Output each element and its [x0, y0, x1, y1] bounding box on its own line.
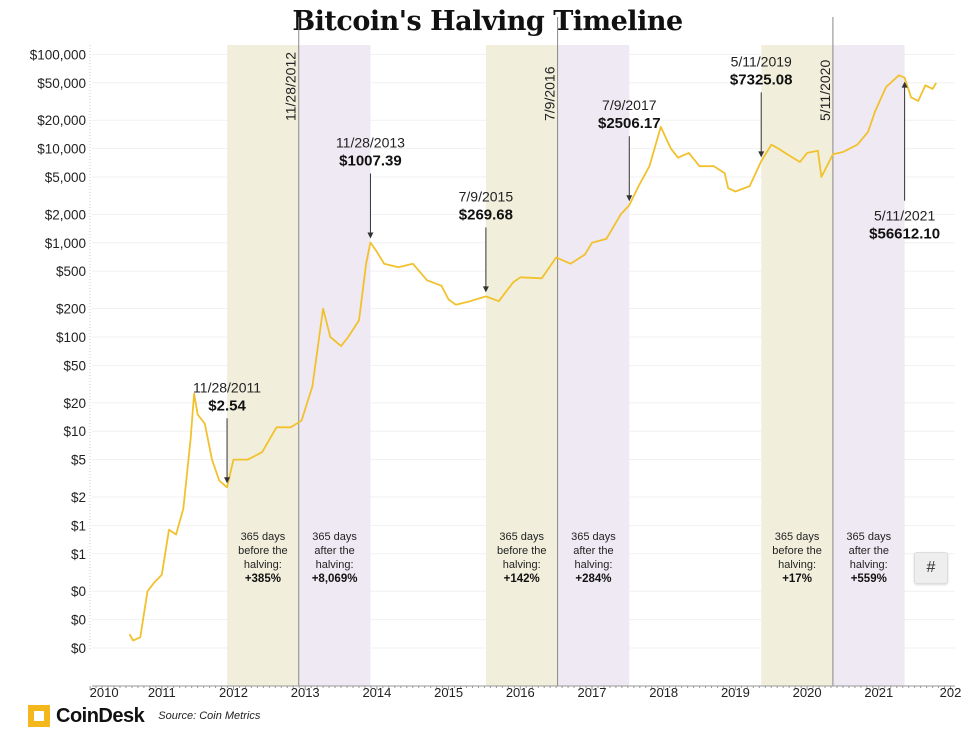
band-label: before the — [497, 545, 547, 557]
band-percent: +385% — [245, 573, 281, 585]
y-tick-label: $2,000 — [45, 207, 86, 222]
y-tick-label: $100 — [56, 330, 86, 345]
halving-band-after — [832, 45, 905, 686]
annotation-date: 11/28/2013 — [336, 134, 405, 150]
band-label: after the — [314, 545, 354, 557]
x-tick-label: 2018 — [649, 685, 678, 700]
halving-band-before — [485, 45, 558, 686]
annotation-value: $2.54 — [208, 397, 246, 414]
y-tick-label: $10,000 — [37, 142, 86, 157]
x-tick-label: 2011 — [148, 685, 176, 700]
band-label: 365 days — [312, 531, 357, 543]
y-tick-label: $10 — [63, 424, 86, 439]
y-tick-label: $2 — [71, 490, 86, 505]
annotation-value: $2506.17 — [598, 115, 661, 132]
halving-date-label: 5/11/2020 — [817, 60, 833, 121]
band-label: 365 days — [571, 531, 616, 543]
halving-band-after — [298, 45, 371, 686]
y-tick-label: $50,000 — [37, 76, 86, 91]
band-label: halving: — [850, 559, 888, 571]
band-percent: +17% — [782, 573, 812, 585]
x-tick-label: 2012 — [219, 685, 248, 700]
y-tick-label: $5 — [71, 453, 86, 468]
y-tick-label: $1,000 — [45, 236, 86, 251]
x-tick-label: 2019 — [721, 685, 750, 700]
y-tick-label: $20,000 — [37, 113, 86, 128]
y-tick-label: $20 — [63, 396, 86, 411]
band-label: 365 days — [846, 531, 891, 543]
annotation-date: 11/28/2011 — [193, 379, 261, 395]
x-tick-label: 2013 — [291, 685, 320, 700]
price-line — [128, 74, 937, 642]
band-label: halving: — [503, 559, 541, 571]
band-label: halving: — [244, 559, 282, 571]
y-tick-label: $200 — [56, 302, 86, 317]
band-label: 365 days — [775, 531, 820, 543]
source-note: Source: Coin Metrics — [158, 710, 261, 722]
y-tick-label: $1 — [71, 547, 86, 562]
halving-band-before — [227, 45, 299, 686]
y-tick-label: $5,000 — [45, 170, 86, 185]
annotation-value: $269.68 — [459, 206, 513, 223]
arrow-head-icon — [224, 477, 231, 484]
coindesk-logo-icon — [28, 705, 50, 727]
chart-title: Bitcoin's Halving Timeline — [292, 6, 683, 37]
y-tick-label: $0 — [71, 613, 86, 628]
annotation-value: $7325.08 — [730, 71, 793, 88]
band-label: 365 days — [241, 531, 286, 543]
x-tick-label: 2014 — [362, 685, 391, 700]
band-label: before the — [238, 545, 288, 557]
x-tick-label: 202 — [940, 685, 962, 700]
arrow-head-icon — [626, 195, 633, 202]
x-tick-label: 2021 — [864, 685, 893, 700]
y-tick-label: $500 — [56, 264, 86, 279]
band-percent: +8,069% — [312, 573, 358, 585]
band-percent: +142% — [504, 573, 540, 585]
arrow-head-icon — [758, 151, 765, 158]
arrow-head-icon — [482, 286, 489, 293]
band-label: halving: — [778, 559, 816, 571]
x-tick-label: 2017 — [578, 685, 607, 700]
band-label: halving: — [574, 559, 612, 571]
arrow-head-icon — [901, 81, 908, 88]
halving-band-before — [761, 45, 833, 686]
band-label: 365 days — [499, 531, 544, 543]
annotation-value: $56612.10 — [869, 226, 940, 243]
x-tick-label: 2015 — [434, 685, 463, 700]
annotation-date: 7/9/2015 — [459, 188, 514, 204]
y-tick-label: $1 — [71, 518, 86, 533]
annotation-value: $1007.39 — [339, 152, 402, 169]
footer: CoinDesk Source: Coin Metrics — [28, 704, 260, 728]
band-percent: +284% — [575, 573, 611, 585]
x-tick-label: 2010 — [90, 685, 119, 700]
x-tick-label: 2016 — [506, 685, 535, 700]
band-label: before the — [772, 545, 822, 557]
annotation-date: 5/11/2019 — [731, 53, 792, 69]
hash-button[interactable]: # — [914, 552, 948, 584]
x-tick-label: 2020 — [793, 685, 822, 700]
band-label: halving: — [316, 559, 354, 571]
annotation-date: 7/9/2017 — [602, 97, 657, 113]
annotation-date: 5/11/2021 — [874, 208, 935, 224]
y-tick-label: $0 — [71, 584, 86, 599]
y-tick-label: $100,000 — [30, 47, 86, 62]
y-tick-label: $0 — [71, 641, 86, 656]
band-label: after the — [573, 545, 613, 557]
halving-band-after — [557, 45, 630, 686]
brand-name: CoinDesk — [56, 705, 145, 727]
halving-date-label: 7/9/2016 — [542, 66, 558, 121]
y-tick-label: $50 — [63, 358, 86, 373]
arrow-head-icon — [367, 232, 374, 239]
band-label: after the — [849, 545, 889, 557]
halving-date-label: 11/28/2012 — [283, 52, 299, 121]
band-percent: +559% — [851, 573, 887, 585]
